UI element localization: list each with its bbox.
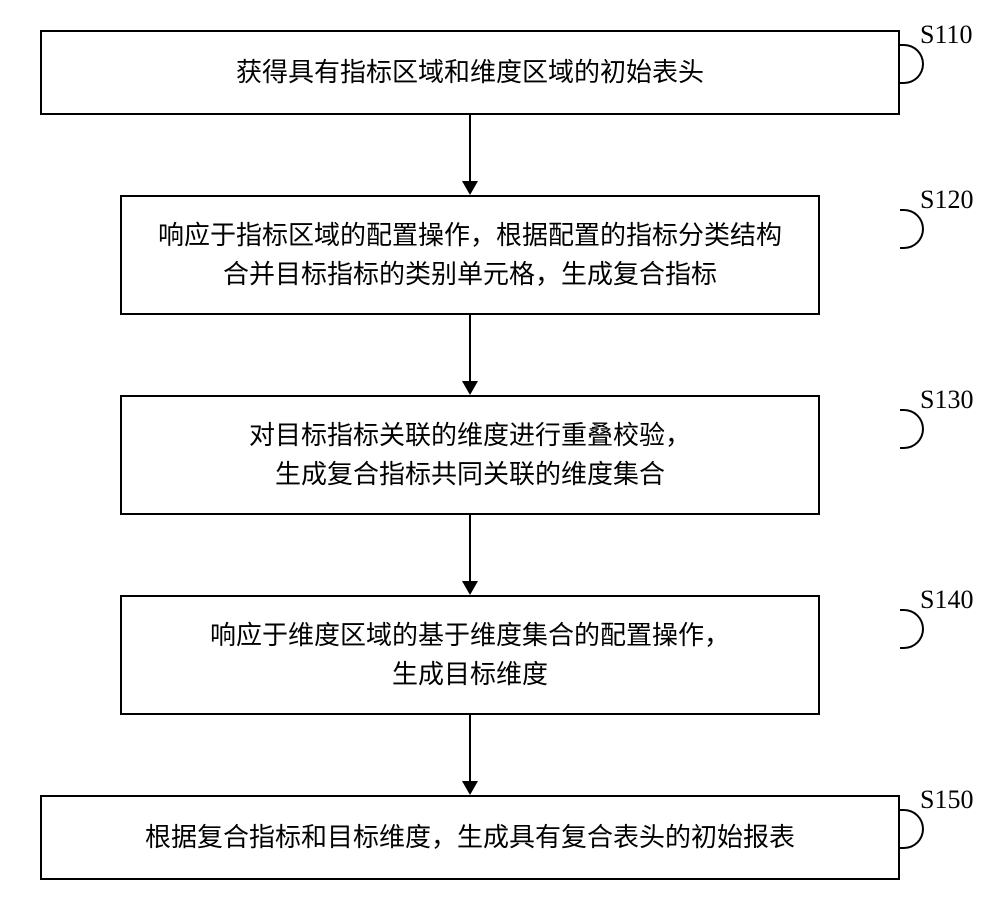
step-box-s110: 获得具有指标区域和维度区域的初始表头 [40, 30, 900, 115]
flowchart-container: 获得具有指标区域和维度区域的初始表头 S110 响应于指标区域的配置操作，根据配置的… [0, 0, 1000, 920]
arrow-head-icon [462, 581, 478, 595]
arrow-line [469, 115, 471, 181]
label-curve [900, 809, 924, 849]
step-text: 生成目标维度 [392, 655, 548, 694]
step-box-s150: 根据复合指标和目标维度，生成具有复合表头的初始报表 [40, 795, 900, 880]
step-label-s120: S120 [920, 185, 973, 215]
step-box-s140: 响应于维度区域的基于维度集合的配置操作，生成目标维度 [120, 595, 820, 715]
step-text: 根据复合指标和目标维度，生成具有复合表头的初始报表 [145, 818, 795, 857]
step-label-s140: S140 [920, 585, 973, 615]
step-box-s120: 响应于指标区域的配置操作，根据配置的指标分类结构合并目标指标的类别单元格，生成复… [120, 195, 820, 315]
label-curve [900, 609, 924, 649]
step-text: 响应于维度区域的基于维度集合的配置操作， [210, 616, 730, 655]
label-curve [900, 44, 924, 84]
arrow-head-icon [462, 781, 478, 795]
arrow-line [469, 515, 471, 581]
step-label-s130: S130 [920, 385, 973, 415]
arrow-line [469, 315, 471, 381]
step-text: 生成复合指标共同关联的维度集合 [275, 455, 665, 494]
step-label-s150: S150 [920, 785, 973, 815]
step-box-s130: 对目标指标关联的维度进行重叠校验，生成复合指标共同关联的维度集合 [120, 395, 820, 515]
arrow-head-icon [462, 381, 478, 395]
label-curve [900, 409, 924, 449]
step-text: 对目标指标关联的维度进行重叠校验， [249, 416, 691, 455]
step-text: 响应于指标区域的配置操作，根据配置的指标分类结构 [158, 216, 782, 255]
step-label-s110: S110 [920, 20, 973, 50]
step-text: 获得具有指标区域和维度区域的初始表头 [236, 53, 704, 92]
arrow-head-icon [462, 181, 478, 195]
step-text: 合并目标指标的类别单元格，生成复合指标 [223, 255, 717, 294]
arrow-line [469, 715, 471, 781]
label-curve [900, 209, 924, 249]
